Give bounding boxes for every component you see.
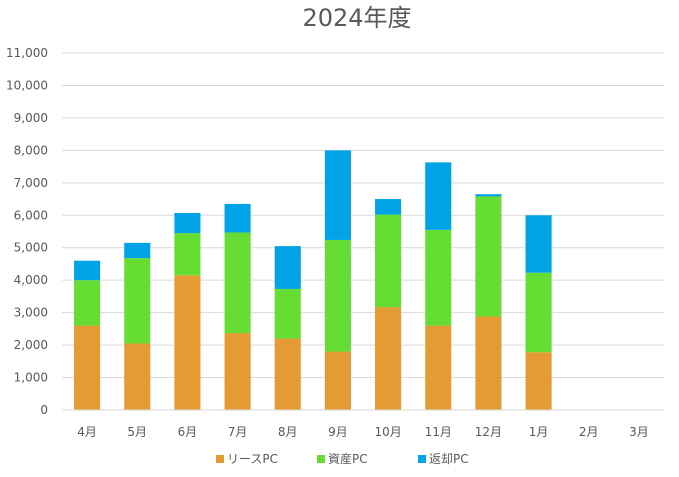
x-tick-label: 9月 (328, 425, 348, 439)
y-tick-label: 8,000 (14, 143, 48, 157)
legend-label: 資産PC (328, 451, 368, 466)
bar-segment-1 (324, 351, 351, 410)
y-tick-label: 0 (40, 403, 48, 417)
bar-segment-3 (74, 260, 101, 281)
bar-segment-2 (475, 196, 502, 317)
legend-swatch (216, 455, 224, 463)
gridlines (62, 52, 664, 379)
x-tick-label: 12月 (475, 425, 502, 439)
bar-segment-3 (124, 242, 151, 259)
bar-segment-2 (525, 272, 552, 353)
legend: リースPC 資産PC 返却PC (216, 451, 469, 466)
x-tick-label: 5月 (127, 425, 147, 439)
legend-label: 返却PC (429, 452, 469, 466)
y-tick-label: 5,000 (14, 241, 48, 255)
bar-segment-1 (375, 307, 402, 410)
bar-segment-1 (425, 325, 452, 410)
bar-segment-1 (74, 325, 101, 410)
bar-segment-3 (375, 199, 402, 215)
legend-swatch (418, 455, 426, 463)
y-tick-label: 7,000 (14, 176, 48, 190)
bar-segment-1 (224, 333, 251, 410)
y-tick-label: 11,000 (6, 46, 48, 60)
bar-segment-2 (274, 288, 301, 339)
bar-segment-1 (525, 352, 552, 410)
bar-segment-3 (274, 246, 301, 289)
legend-swatch (317, 455, 325, 463)
bars (74, 150, 552, 410)
y-tick-label: 10,000 (6, 78, 48, 92)
y-tick-label: 3,000 (14, 306, 48, 320)
bar-segment-1 (174, 275, 201, 410)
y-tick-label: 2,000 (14, 338, 48, 352)
bar-segment-3 (224, 203, 251, 233)
bar-segment-1 (475, 316, 502, 410)
x-tick-label: 1月 (529, 425, 549, 439)
bar-segment-2 (74, 280, 101, 326)
bar-segment-3 (475, 194, 502, 197)
x-tick-label: 7月 (228, 425, 248, 439)
y-axis-ticks: 0 1,000 2,000 3,000 4,000 5,000 6,000 7,000 8,00… (6, 46, 48, 417)
x-axis-ticks: 4月 5月 6月 7月 8月 9月 10月 11月 12月 1月 2月 3月 (77, 425, 648, 439)
bar-segment-2 (174, 233, 201, 276)
bar-segment-2 (425, 229, 452, 326)
legend-label: リースPC (227, 452, 278, 466)
bar-segment-2 (375, 214, 402, 308)
bar-segment-3 (174, 213, 201, 234)
bar-segment-1 (124, 343, 151, 410)
x-tick-label: 4月 (77, 425, 97, 439)
x-tick-label: 6月 (178, 425, 198, 439)
x-tick-label: 10月 (374, 425, 401, 439)
bar-segment-3 (525, 215, 552, 273)
y-tick-label: 6,000 (14, 208, 48, 222)
bar-segment-1 (274, 338, 301, 410)
y-tick-label: 1,000 (14, 371, 48, 385)
x-tick-label: 2月 (579, 425, 599, 439)
bar-segment-3 (425, 162, 452, 230)
bar-segment-2 (124, 258, 151, 344)
bar-segment-3 (324, 150, 351, 240)
chart-title: 2024年度 (302, 4, 411, 32)
bar-segment-2 (324, 239, 351, 352)
x-tick-label: 3月 (629, 425, 649, 439)
bar-segment-2 (224, 232, 251, 334)
y-tick-label: 9,000 (14, 111, 48, 125)
x-tick-label: 11月 (425, 425, 452, 439)
x-tick-label: 8月 (278, 425, 298, 439)
y-tick-label: 4,000 (14, 273, 48, 287)
